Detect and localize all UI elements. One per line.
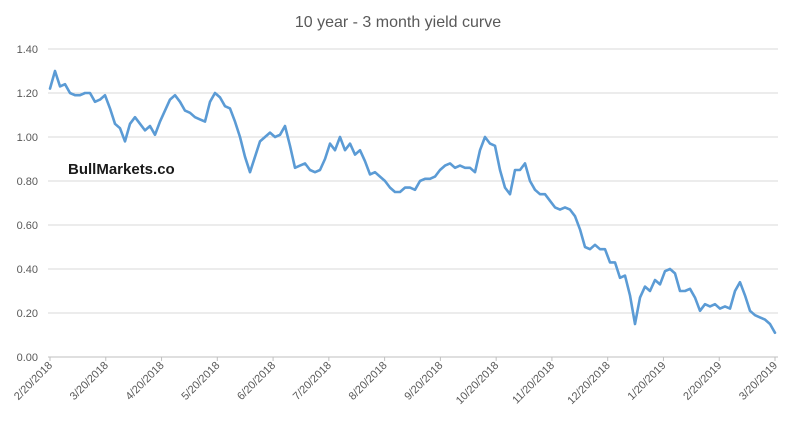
x-tick-label: 2/20/2019 <box>681 360 724 403</box>
y-tick-label: 0.00 <box>17 352 38 364</box>
x-tick-label: 3/20/2018 <box>68 360 111 403</box>
x-tick-label: 7/20/2018 <box>291 360 334 403</box>
y-axis-labels: 0.00 0.20 0.40 0.60 0.80 1.00 1.20 1.40 <box>17 44 38 364</box>
x-tick-label: 1/20/2019 <box>625 360 668 403</box>
x-tick-label: 11/20/2018 <box>510 360 557 407</box>
x-tick-label: 6/20/2018 <box>235 360 278 403</box>
y-tick-label: 0.40 <box>17 264 38 276</box>
x-tick-label: 2/20/2018 <box>12 360 55 403</box>
gridlines <box>48 48 778 358</box>
x-axis <box>49 357 776 361</box>
data-series <box>48 69 777 335</box>
y-tick-label: 0.20 <box>17 308 38 320</box>
y-tick-label: 0.80 <box>17 176 38 188</box>
x-axis-labels: 2/20/2018 3/20/2018 4/20/2018 5/20/2018 6/20… <box>12 360 780 407</box>
watermark: BullMarkets.co <box>68 161 175 178</box>
x-tick-label: 9/20/2018 <box>402 360 445 403</box>
y-tick-label: 1.20 <box>17 88 38 100</box>
y-tick-label: 1.40 <box>17 44 38 56</box>
y-tick-label: 0.60 <box>17 220 38 232</box>
y-tick-label: 1.00 <box>17 132 38 144</box>
x-tick-label: 5/20/2018 <box>179 360 222 403</box>
x-tick-label: 10/20/2018 <box>454 360 501 407</box>
x-tick-label: 8/20/2018 <box>347 360 390 403</box>
chart-title: 10 year - 3 month yield curve <box>295 14 501 31</box>
x-tick-label: 3/20/2019 <box>737 360 780 403</box>
yield-spread-series <box>48 69 777 335</box>
x-tick-label: 12/20/2018 <box>565 360 612 407</box>
x-tick-label: 4/20/2018 <box>124 360 167 403</box>
